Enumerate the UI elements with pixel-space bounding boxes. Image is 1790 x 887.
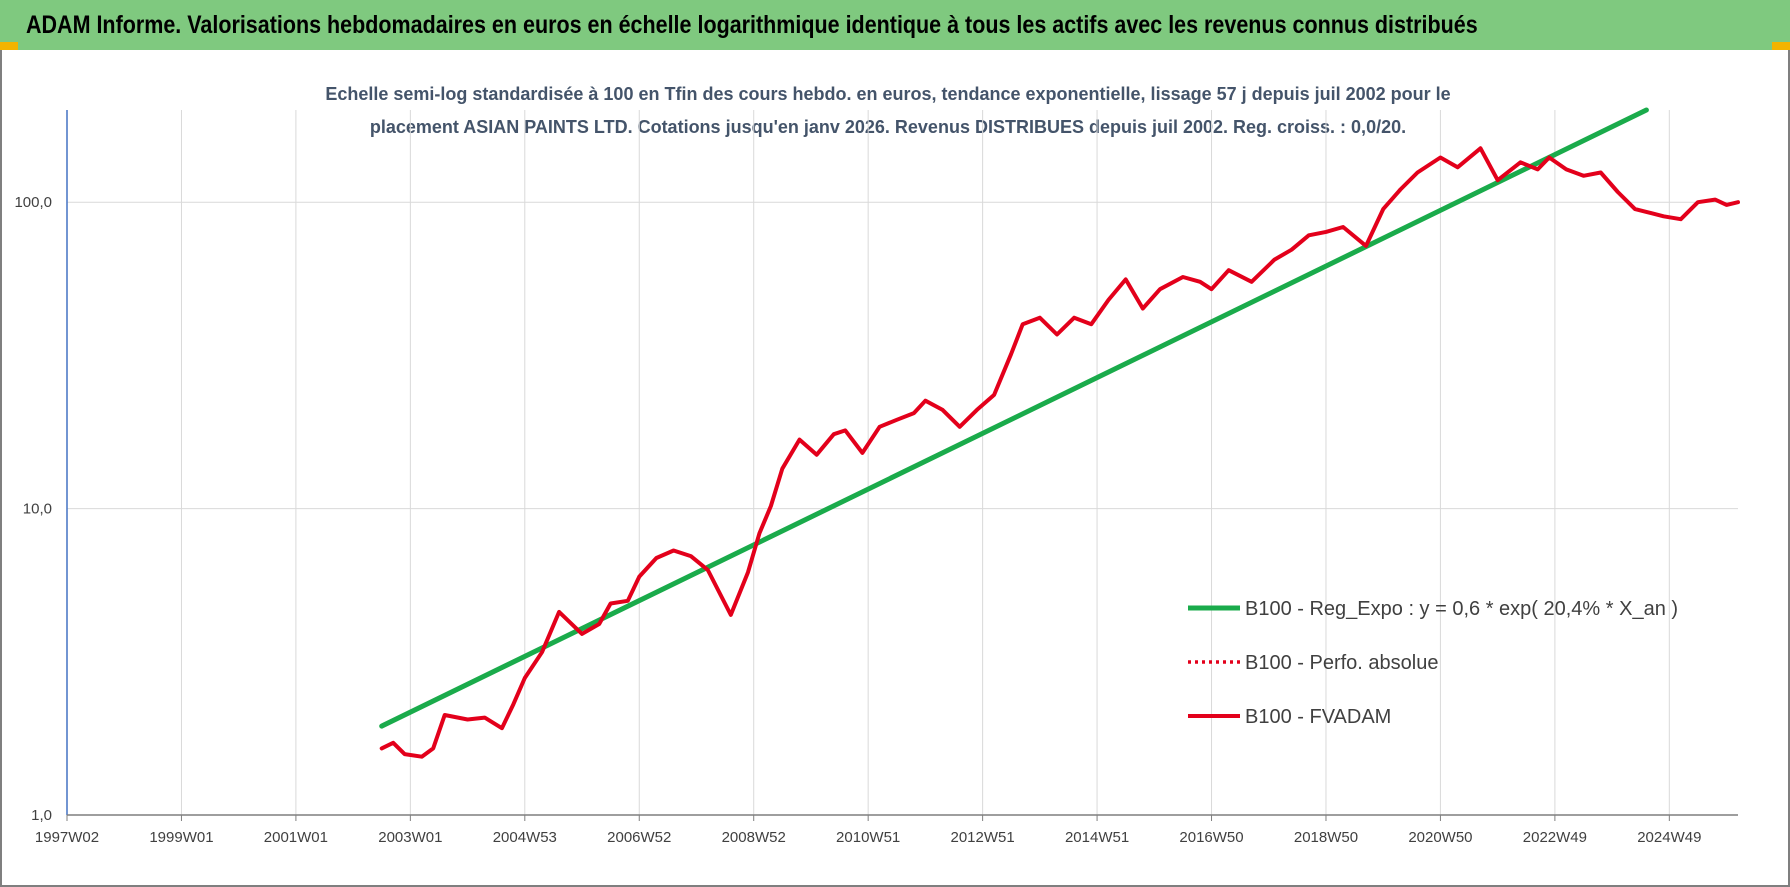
legend: B100 - Reg_Expo : y = 0,6 * exp( 20,4% *…: [1188, 598, 1678, 728]
report-banner: ADAM Informe. Valorisations hebdomadaire…: [0, 0, 1790, 50]
axes: 1997W02 1999W01 2001W01 2003W01 2004W53 2006W…: [14, 110, 1738, 846]
series-line-2: [379, 146, 1740, 759]
y-tick-label: 1,0: [31, 807, 52, 824]
corner-accent-right: [1772, 42, 1790, 50]
y-tick-label: 10,0: [23, 501, 52, 518]
x-tick-label: 2020W50: [1408, 829, 1472, 846]
x-tick-label: 2014W51: [1065, 829, 1129, 846]
legend-label-1: B100 - Perfo. absolue: [1245, 652, 1438, 674]
x-tick-label: 2022W49: [1523, 829, 1587, 846]
x-tick-label: 2001W01: [264, 829, 328, 846]
y-tick-label: 100,0: [14, 194, 52, 211]
x-tick-label: 2006W52: [607, 829, 671, 846]
x-tick-label: 2003W01: [378, 829, 442, 846]
chart-title-line2: placement ASIAN PAINTS LTD. Cotations ju…: [370, 117, 1406, 137]
x-tick-label: 1999W01: [149, 829, 213, 846]
x-tick-label: 2018W50: [1294, 829, 1358, 846]
series: [379, 107, 1740, 759]
gridlines: [66, 110, 1738, 816]
legend-label-2: B100 - FVADAM: [1245, 706, 1391, 728]
chart-frame: [0, 50, 1790, 887]
report-title: ADAM Informe. Valorisations hebdomadaire…: [26, 10, 1478, 39]
x-tick-label: 2004W53: [493, 829, 557, 846]
corner-accent-left: [0, 42, 18, 50]
x-tick-label: 2008W52: [722, 829, 786, 846]
x-tick-label: 2010W51: [836, 829, 900, 846]
chart-title-line1: Echelle semi-log standardisée à 100 en T…: [325, 84, 1450, 104]
x-tick-label: 2024W49: [1637, 829, 1701, 846]
x-tick-label: 2012W51: [951, 829, 1015, 846]
legend-label-0: B100 - Reg_Expo : y = 0,6 * exp( 20,4% *…: [1245, 598, 1678, 620]
x-tick-label: 1997W02: [35, 829, 99, 846]
x-tick-label: 2016W50: [1179, 829, 1243, 846]
series-line-0: [379, 107, 1649, 729]
